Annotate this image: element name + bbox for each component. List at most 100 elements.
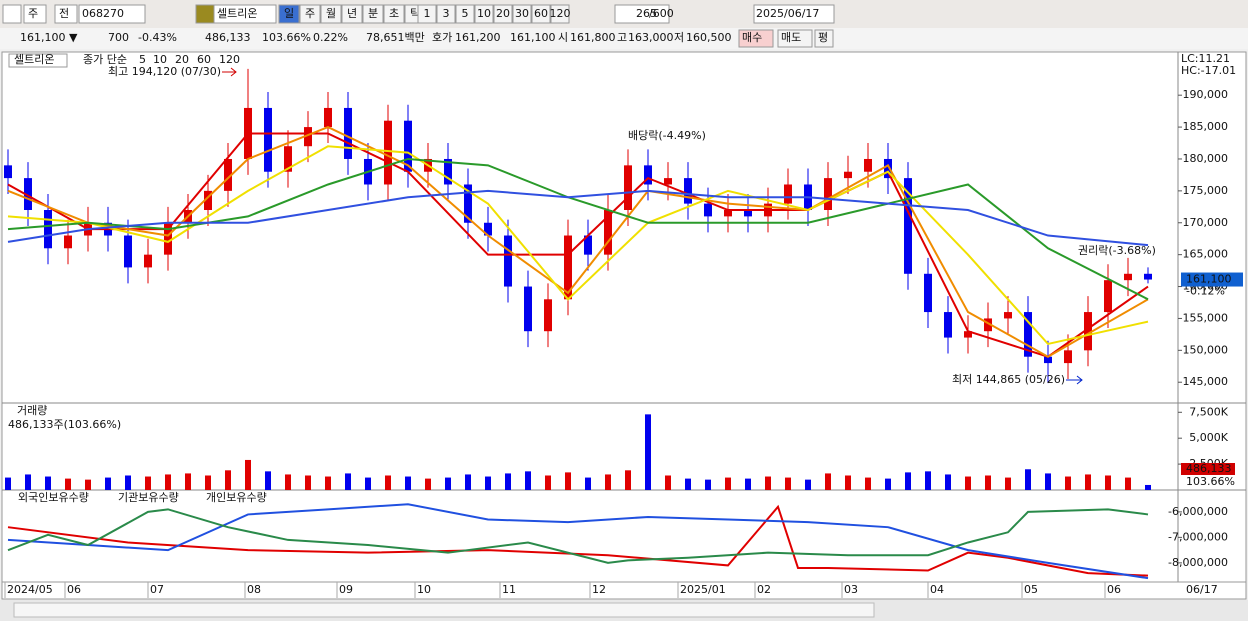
current-change: -0.12% (1186, 285, 1225, 298)
interval-label: 3 (443, 7, 450, 20)
candle-body (944, 312, 952, 338)
candle-body (1044, 356, 1052, 364)
name-field[interactable] (213, 4, 277, 24)
chart-title: 셀트리온 (14, 53, 54, 66)
candle-body (444, 158, 452, 185)
volume-bar (265, 471, 271, 490)
order-buy: 매수 (742, 31, 762, 44)
volume-bar (25, 474, 31, 490)
period-button[interactable] (341, 4, 363, 24)
current-volume: 486,133 (1186, 462, 1232, 475)
volume-bar (525, 471, 531, 490)
period-label: 월 (326, 7, 336, 20)
y-tick-label: 190,000 (1183, 88, 1229, 101)
volume-bar (905, 472, 911, 490)
volume-ratio: 103.66% (1186, 475, 1235, 488)
period-button[interactable] (299, 4, 321, 24)
volume-bar (445, 477, 451, 490)
candle-body (584, 235, 592, 255)
candle-body (164, 222, 172, 255)
interval-button[interactable] (455, 4, 475, 24)
date-input[interactable] (753, 4, 835, 24)
volume-bar (1085, 474, 1091, 490)
x-tick-label: 06 (1107, 583, 1121, 596)
period-label: 분 (368, 7, 378, 20)
interval-button[interactable] (550, 4, 570, 24)
y-tick-label: 7,500K (1189, 405, 1228, 418)
legend-item: 120 (219, 53, 240, 66)
interval-button[interactable] (493, 4, 513, 24)
volume-bar (865, 477, 871, 490)
interval-label: 10 (477, 7, 491, 20)
interval-button[interactable] (436, 4, 456, 24)
candle-body (344, 107, 352, 159)
interval-button[interactable] (512, 4, 532, 24)
volume-bar (845, 475, 851, 490)
period-button[interactable] (362, 4, 384, 24)
code-input[interactable] (78, 4, 146, 24)
volume-bar (105, 477, 111, 490)
volume-bar (1045, 473, 1051, 490)
volume-bar (385, 475, 391, 490)
period-button[interactable] (383, 4, 405, 24)
interval-label: 5 (462, 7, 469, 20)
candle-body (824, 178, 832, 211)
volume-bar (45, 476, 51, 490)
candle-body (1104, 280, 1112, 313)
volume-bar (405, 476, 411, 490)
candle-body (284, 146, 292, 172)
volume-bar (1125, 477, 1131, 490)
x-tick-label: 11 (502, 583, 516, 596)
order-avg: 평 (818, 31, 828, 44)
y-tick-label: 165,000 (1183, 248, 1229, 261)
candle-body (1024, 312, 1032, 357)
interval-button[interactable] (474, 4, 494, 24)
candle-body (264, 107, 272, 172)
period-label: 초 (389, 7, 399, 20)
volume-bar (125, 475, 131, 490)
period-button[interactable] (320, 4, 342, 24)
quote-bar (0, 28, 1248, 49)
candle-body (684, 178, 692, 204)
interval-button[interactable] (531, 4, 551, 24)
y-tick-label: 155,000 (1183, 311, 1229, 324)
order-button[interactable] (814, 29, 834, 48)
candle-body (904, 178, 912, 274)
count-input[interactable] (614, 4, 670, 24)
candle-body (864, 158, 872, 172)
volume-bar (1025, 469, 1031, 490)
y-tick-label: -6,000,000 (1168, 505, 1228, 518)
dropdown[interactable] (23, 4, 47, 24)
candle-body (844, 171, 852, 179)
y-tick-label: 175,000 (1183, 184, 1229, 197)
volume-bar (645, 414, 651, 490)
candle-body (664, 178, 672, 185)
candle-body (1084, 312, 1092, 351)
market-select: 주 (28, 7, 38, 20)
panel-title: 거래량 (17, 404, 47, 417)
candle-body (124, 235, 132, 268)
volume-bar (145, 476, 151, 490)
icon-button[interactable] (2, 4, 22, 24)
order-button[interactable] (777, 29, 813, 48)
scroll-track[interactable] (13, 602, 875, 618)
quote-low-label: 저 (674, 31, 684, 44)
quote-price: 161,100 ▼ (20, 31, 78, 44)
legend-item: 60 (197, 53, 211, 66)
quote-bid: 161,100 (510, 31, 556, 44)
x-tick-label: 05 (1024, 583, 1038, 596)
button[interactable] (54, 4, 78, 24)
interval-button[interactable] (417, 4, 437, 24)
volume-bar (1105, 475, 1111, 490)
candle-body (484, 222, 492, 236)
order-button[interactable] (738, 29, 774, 48)
candle-body (44, 210, 52, 249)
period-button[interactable] (278, 4, 300, 24)
volume-bar (305, 475, 311, 490)
candle-body (1144, 273, 1152, 280)
volume-bar (925, 471, 931, 490)
interval-label: 1 (424, 7, 431, 20)
current-price-box (1181, 272, 1243, 287)
period-label: 주 (305, 7, 315, 20)
